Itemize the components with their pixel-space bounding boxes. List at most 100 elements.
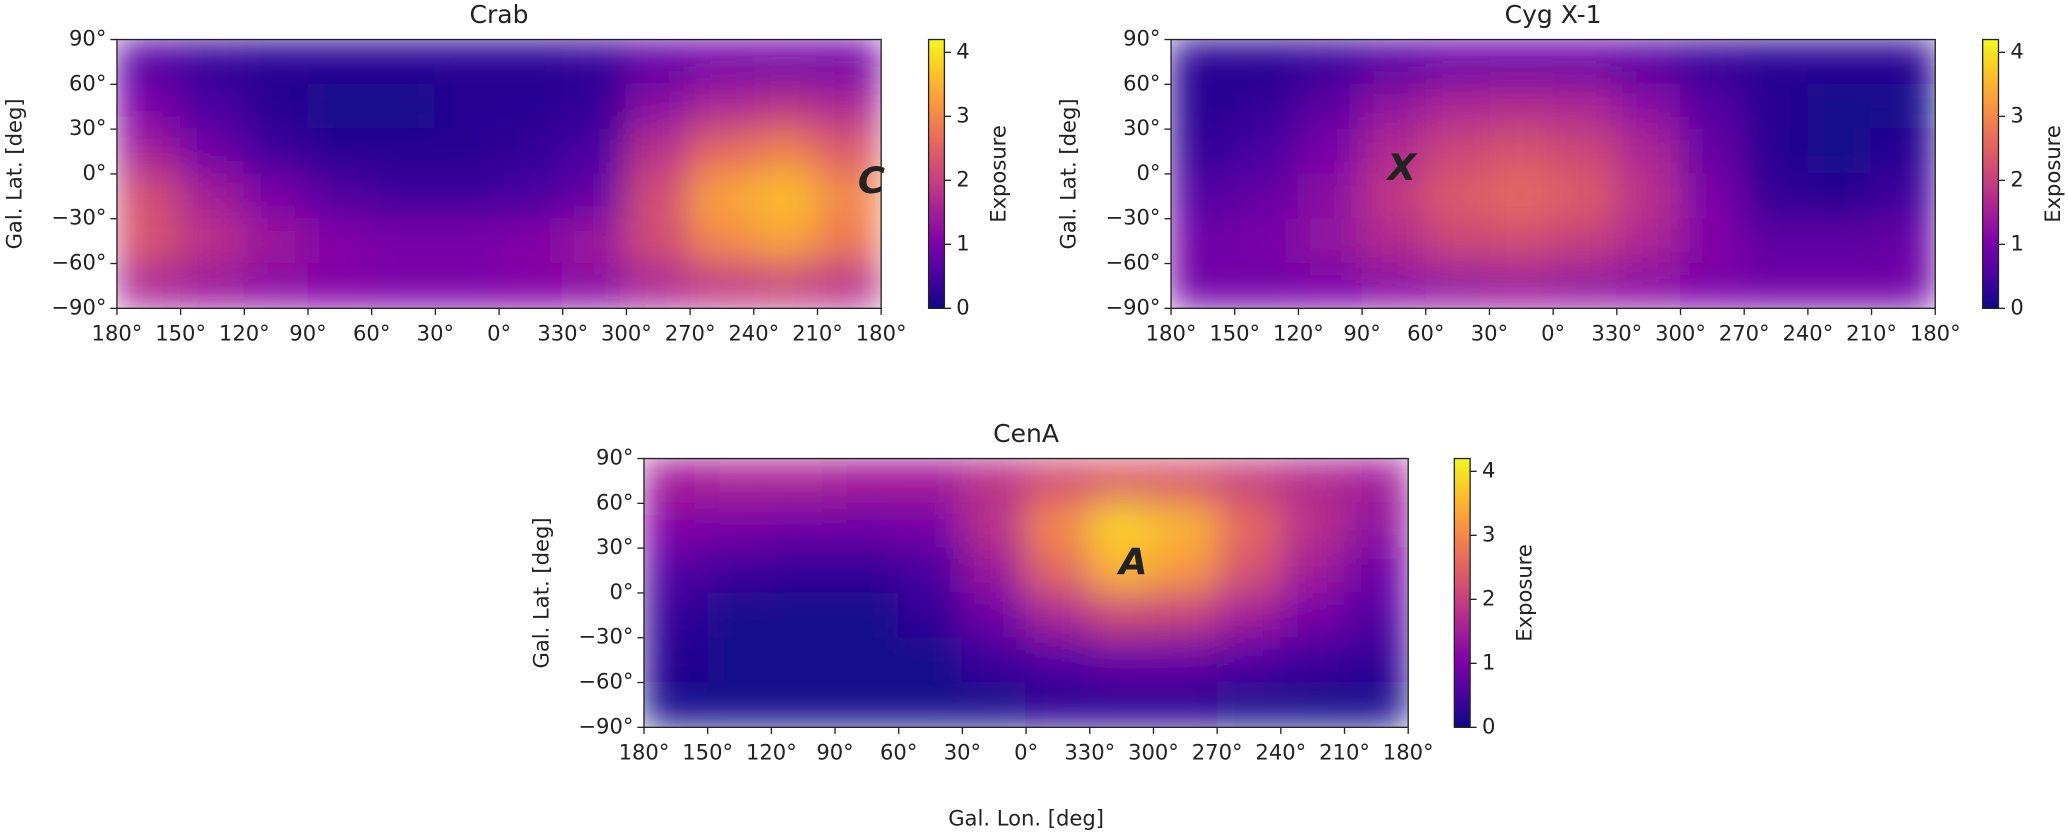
heatmap-cell: [116, 128, 182, 175]
heatmap-cell: [707, 502, 773, 549]
heatmap-cell: [307, 173, 373, 220]
y-tick-label: 30°: [69, 115, 106, 140]
heatmap-cell: [243, 173, 309, 220]
heatmap-cell: [816, 83, 882, 130]
y-tick-label: 0°: [1137, 160, 1161, 185]
heatmap-cell: [1343, 637, 1409, 684]
heatmap-cell: [1616, 173, 1682, 220]
heatmap-cell: [1171, 173, 1236, 220]
y-tick-label: −60°: [51, 250, 106, 275]
heatmap-cell: [1025, 547, 1091, 594]
heatmap-cell: [307, 128, 373, 175]
heatmap-cell: [1089, 681, 1155, 728]
heatmap-cell: [371, 39, 437, 85]
y-axis-label: Gal. Lat. [deg]: [1056, 98, 1081, 249]
heatmap-cell: [643, 502, 709, 549]
heatmap-cell: [1361, 262, 1427, 309]
colorbar: [927, 38, 946, 309]
heatmap-cell: [1679, 83, 1745, 130]
y-tick-label: 90°: [596, 445, 633, 470]
panel: 180° 150° 120° 90° 60° 30° 0° 330° 300° 270° 240° 2…: [529, 419, 1537, 831]
x-tick-label: 60°: [1407, 321, 1444, 346]
heatmap-cell: [643, 637, 709, 684]
x-tick-label: 270°: [1192, 740, 1243, 765]
heatmap-cell: [898, 592, 964, 639]
heatmap-cell: [689, 173, 755, 220]
x-tick-label: 120°: [219, 321, 270, 346]
heatmap-cell: [1870, 218, 1936, 265]
heatmap-cell: [562, 218, 628, 265]
heatmap-cell: [816, 39, 882, 85]
heatmap-cell: [434, 218, 500, 265]
heatmap-cell: [753, 262, 819, 309]
heatmap-cell: [371, 262, 437, 309]
colorbar-tick-label: 0: [2010, 294, 2023, 319]
heatmap-cell: [816, 262, 882, 309]
heatmap-cell: [1552, 83, 1618, 130]
heatmap-cell: [179, 218, 245, 265]
heatmap-cell: [243, 128, 309, 175]
heatmap-cell: [1234, 39, 1300, 85]
x-tick-label: 210°: [1846, 321, 1897, 346]
heatmap-cell: [770, 502, 836, 549]
chart-title: Crab: [470, 0, 529, 29]
heatmap-cell: [770, 458, 836, 504]
heatmap-cell: [1488, 83, 1554, 130]
y-tick-label: −60°: [1105, 250, 1160, 275]
heatmap-cell: [1234, 83, 1300, 130]
x-tick-label: 60°: [353, 321, 390, 346]
x-tick-label: 180°: [1383, 740, 1434, 765]
heatmap-cells: [116, 39, 882, 309]
heatmap-cell: [1488, 218, 1554, 265]
heatmap-cell: [1870, 39, 1936, 85]
heatmap-cell: [1216, 547, 1282, 594]
heatmap-cell: [243, 262, 309, 309]
heatmap-cell: [834, 547, 900, 594]
heatmap-area: [116, 39, 882, 309]
heatmap-cell: [1616, 83, 1682, 130]
heatmap-cell: [753, 218, 819, 265]
heatmap-cell: [625, 173, 691, 220]
heatmap-cell: [1216, 592, 1282, 639]
heatmap-cell: [770, 637, 836, 684]
y-tick-label: −60°: [578, 669, 633, 694]
heatmap-cell: [625, 262, 691, 309]
heatmap-cell: [307, 218, 373, 265]
panel: 180° 150° 120° 90° 60° 30° 0° 330° 300° 270° 240° 2…: [1, 0, 1010, 346]
heatmap-cell: [562, 173, 628, 220]
x-tick-label: 150°: [1209, 321, 1260, 346]
y-tick-label: 90°: [1123, 26, 1160, 51]
heatmap-cell: [1488, 262, 1554, 309]
heatmap-cell: [834, 681, 900, 728]
x-tick-label: 210°: [1319, 740, 1370, 765]
heatmap-cell: [1280, 592, 1346, 639]
heatmap-cell: [1343, 592, 1409, 639]
heatmap-cell: [434, 83, 500, 130]
colorbar-label: Exposure: [2040, 125, 2065, 223]
heatmap-cell: [770, 547, 836, 594]
heatmap-cell: [1870, 173, 1936, 220]
heatmap-cell: [1743, 218, 1809, 265]
x-tick-label: 120°: [746, 740, 797, 765]
heatmap-cell: [1216, 458, 1282, 504]
heatmap-cell: [816, 128, 882, 175]
heatmap-cell: [434, 39, 500, 85]
colorbar-tick-label: 3: [2010, 102, 2023, 127]
colorbar-tick-label: 2: [2010, 166, 2023, 191]
heatmap-cell: [307, 262, 373, 309]
heatmap-cell: [1297, 39, 1363, 85]
heatmap-cell: [961, 547, 1027, 594]
heatmap-cell: [1743, 128, 1809, 175]
source-marker: X: [1386, 146, 1418, 189]
x-tick-label: 270°: [1719, 321, 1770, 346]
heatmap-cell: [434, 173, 500, 220]
heatmap-cell: [753, 128, 819, 175]
colorbar-tick-label: 1: [2010, 230, 2023, 255]
heatmap-cell: [834, 458, 900, 504]
heatmap-cell: [179, 39, 245, 85]
heatmap-cell: [770, 592, 836, 639]
heatmap-cell: [1280, 502, 1346, 549]
heatmap-cell: [1171, 39, 1236, 85]
